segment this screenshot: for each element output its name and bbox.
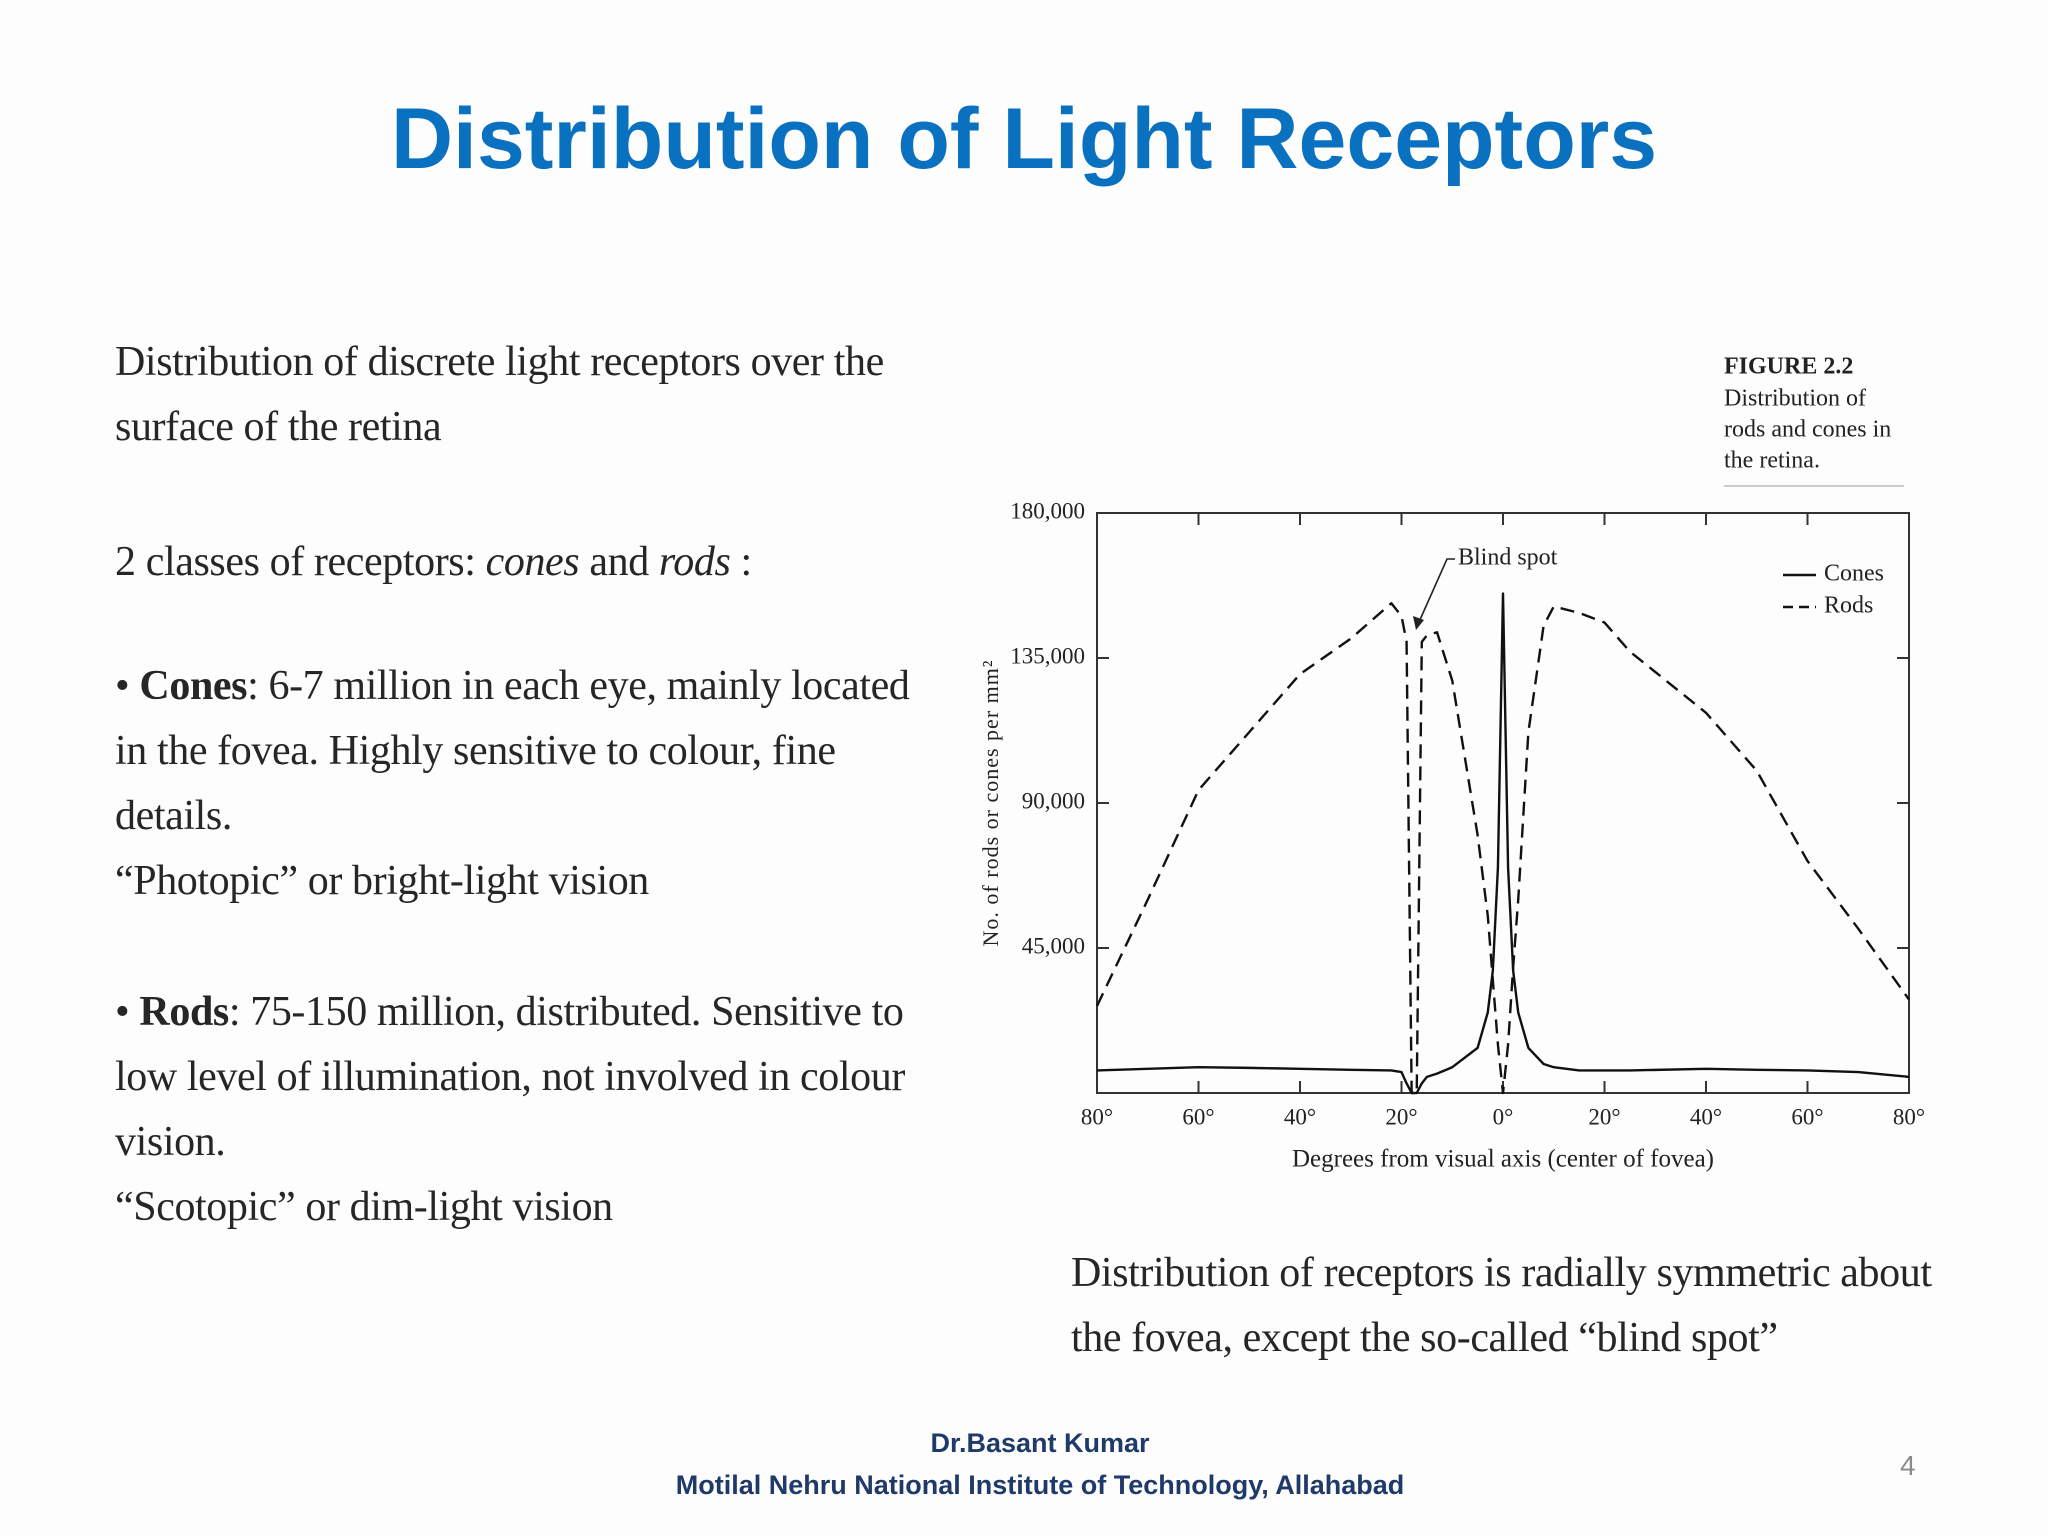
text-run: cones <box>485 539 580 585</box>
x-axis-label: Degrees from visual axis (center of fove… <box>1292 1146 1714 1173</box>
figure-caption: the retina. <box>1724 448 1820 474</box>
note: Distribution of receptors is radially sy… <box>1071 1250 1932 1361</box>
figure-caption: Distribution of <box>1724 386 1866 412</box>
x-tick-label: 40° <box>1690 1104 1722 1129</box>
series-line <box>1095 602 1910 1095</box>
rods-vision: “Scotopic” or dim-light vision <box>115 1184 613 1230</box>
x-tick-label: 80° <box>1081 1104 1113 1129</box>
intro: Distribution of discrete light receptors… <box>115 339 884 450</box>
text-run: 2 classes of receptors: <box>115 539 486 585</box>
term: Cones <box>139 663 248 709</box>
annotation: Blind spot <box>1458 545 1558 571</box>
y-axis-label: No. of rods or cones per mm² <box>978 660 1003 947</box>
x-tick-label: 60° <box>1182 1104 1214 1129</box>
bullet: • <box>115 989 130 1035</box>
cones-desc: • Cones: 6-7 million in each eye, mainly… <box>115 654 945 849</box>
footer-author: Dr.Basant Kumar <box>930 1428 1150 1458</box>
text-run: rods <box>658 539 731 585</box>
cones-vision: “Photopic” or bright-light vision <box>115 858 649 904</box>
annotation-arrow <box>1413 616 1424 630</box>
text-run: : 6-7 million in each eye, mainly locate… <box>115 663 910 839</box>
legend-label: Cones <box>1824 561 1884 587</box>
annotation-leader <box>1418 558 1455 623</box>
x-tick-label: 0° <box>1493 1104 1514 1129</box>
y-tick-label: 180,000 <box>1010 498 1085 523</box>
rods-desc: • Rods: 75-150 million, distributed. Sen… <box>115 980 945 1175</box>
term: Rods <box>139 989 229 1035</box>
y-tick-label: 90,000 <box>1022 788 1085 813</box>
rods-item: • Rods: 75-150 million, distributed. Sen… <box>115 980 945 1240</box>
x-tick-label: 60° <box>1791 1104 1823 1129</box>
slide-title: Distribution of Light Receptors <box>390 91 1658 187</box>
x-tick-label: 20° <box>1385 1104 1417 1129</box>
bullet: • <box>115 663 130 709</box>
text-run: : 75-150 million, distributed. Sensitive… <box>115 989 905 1165</box>
footer-institute: Motilal Nehru National Institute of Tech… <box>675 1470 1405 1500</box>
text-run: and <box>579 539 659 585</box>
x-tick-label: 80° <box>1893 1104 1925 1129</box>
x-tick-label: 20° <box>1588 1104 1620 1129</box>
chart: FIGURE 2.2 Distribution of rods and cones … <box>978 354 1925 1173</box>
legend-label: Rods <box>1824 593 1873 619</box>
x-tick-label: 40° <box>1284 1104 1316 1129</box>
figure-label: FIGURE 2.2 <box>1724 354 1853 380</box>
series-line <box>1096 592 1910 1095</box>
classes: 2 classes of receptors: cones and rods : <box>115 530 975 595</box>
text-run: : <box>730 539 753 585</box>
y-tick-label: 135,000 <box>1010 643 1085 668</box>
page-number: 4 <box>1900 1450 1916 1481</box>
y-tick-label: 45,000 <box>1022 933 1085 958</box>
figure-caption: rods and cones in <box>1724 417 1891 443</box>
cones-item: • Cones: 6-7 million in each eye, mainly… <box>115 654 945 914</box>
